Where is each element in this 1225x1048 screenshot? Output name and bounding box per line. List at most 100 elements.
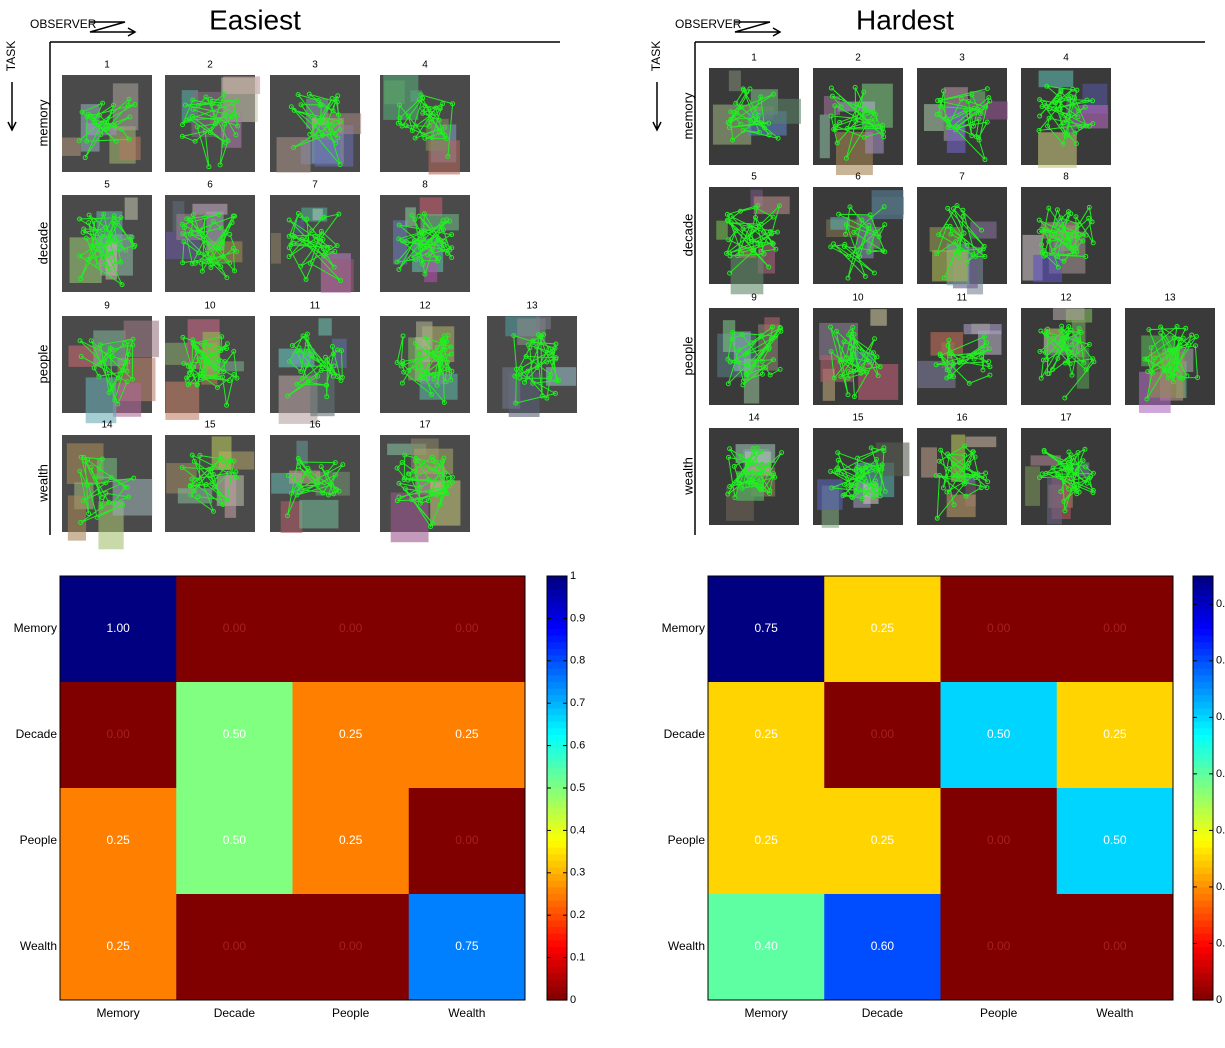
colorbar-segment <box>1193 682 1213 689</box>
colorbar-segment <box>547 649 567 656</box>
observer-number: 3 <box>312 60 318 71</box>
colorbar-segment <box>1193 722 1213 729</box>
colorbar-segment <box>547 821 567 828</box>
colorbar-segment <box>547 894 567 901</box>
observer-number: 11 <box>310 301 321 312</box>
observer-number: 14 <box>748 413 760 424</box>
thumbnail-shape <box>318 318 331 335</box>
cell-label: 0.25 <box>106 939 130 953</box>
x-tick-label: Decade <box>214 1006 256 1020</box>
colorbar-segment <box>1193 967 1213 974</box>
colorbar-segment <box>1193 828 1213 835</box>
observer-number: 13 <box>1164 293 1176 304</box>
colorbar-segment <box>547 907 567 914</box>
colorbar-segment <box>547 967 567 974</box>
colorbar-segment <box>1193 821 1213 828</box>
task-label: TASK <box>4 41 18 71</box>
colorbar-segment <box>1193 616 1213 623</box>
colorbar-segment <box>1193 596 1213 603</box>
thumbnail-shape <box>536 316 551 329</box>
thumbnail <box>1021 308 1111 405</box>
colorbar-tick-label: 1 <box>570 570 576 582</box>
colorbar-segment <box>1193 649 1213 656</box>
observer-number: 17 <box>419 420 431 431</box>
colorbar-segment <box>1193 762 1213 769</box>
colorbar-segment <box>547 675 567 682</box>
colorbar-segment <box>1193 728 1213 735</box>
thumbnail-shape <box>754 196 790 214</box>
cell-label: 0.25 <box>339 727 363 741</box>
colorbar-segment <box>547 768 567 775</box>
observer-arrow <box>90 22 135 36</box>
cell-label: 0.50 <box>987 727 1011 741</box>
colorbar-segment <box>1193 709 1213 716</box>
colorbar-segment <box>1193 960 1213 967</box>
observer-number: 16 <box>309 420 321 431</box>
thumbnail-shape <box>817 479 842 510</box>
thumbnail-shape <box>271 233 281 264</box>
colorbar-segment <box>547 934 567 941</box>
thumbnail-shape <box>322 259 354 291</box>
colorbar-segment <box>1193 748 1213 755</box>
panel-title: Easiest <box>209 4 301 35</box>
colorbar-segment <box>1193 861 1213 868</box>
colorbar-segment <box>1193 848 1213 855</box>
thumbnail-shape <box>178 488 212 503</box>
task-arrow <box>653 82 661 130</box>
thumbnail-shape <box>119 137 140 160</box>
colorbar-segment <box>547 636 567 643</box>
colorbar-segment <box>1193 894 1213 901</box>
colorbar-segment <box>547 622 567 629</box>
colorbar-segment <box>1193 874 1213 881</box>
colorbar-segment <box>547 656 567 663</box>
observer-number: 4 <box>1063 53 1069 64</box>
x-tick-label: Memory <box>96 1006 139 1020</box>
y-tick-label: Wealth <box>668 939 705 953</box>
colorbar-segment <box>547 722 567 729</box>
colorbar-segment <box>1193 629 1213 636</box>
colorbar-segment <box>1193 834 1213 841</box>
thumbnail-shape <box>964 324 1002 334</box>
thumbnail-shape <box>731 254 764 294</box>
cell-label: 0.00 <box>106 727 130 741</box>
cell-label: 0.00 <box>223 939 247 953</box>
colorbar-segment <box>1193 801 1213 808</box>
colorbar-segment <box>1193 589 1213 596</box>
observer-number: 1 <box>104 60 110 71</box>
colorbar-segment <box>547 960 567 967</box>
colorbar-segment <box>547 589 567 596</box>
observer-number: 7 <box>959 172 965 183</box>
task-name: wealth <box>680 457 695 496</box>
cell-label: 0.00 <box>987 939 1011 953</box>
colorbar-segment <box>1193 980 1213 987</box>
colorbar-segment <box>1193 947 1213 954</box>
task-name: memory <box>680 92 695 139</box>
thumbnail-shape <box>1047 478 1062 524</box>
colorbar-segment <box>547 662 567 669</box>
figure: OBSERVEREasiestTASKmemory1234decade5678p… <box>0 0 1225 1048</box>
colorbar-segment <box>547 616 567 623</box>
thumbnail-shape <box>383 75 418 120</box>
colorbar-segment <box>1193 662 1213 669</box>
observer-number: 9 <box>751 293 757 304</box>
colorbar-segment <box>547 854 567 861</box>
colorbar-segment <box>1193 669 1213 676</box>
panel-title: Hardest <box>856 4 954 35</box>
cell-label: 0.00 <box>987 621 1011 635</box>
colorbar-segment <box>1193 781 1213 788</box>
observer-number: 15 <box>852 413 864 424</box>
cell-label: 0.25 <box>1103 727 1127 741</box>
colorbar-segment <box>1193 808 1213 815</box>
colorbar-segment <box>547 709 567 716</box>
page: OBSERVEREasiestTASKmemory1234decade5678p… <box>0 0 1225 1048</box>
thumbnail-shape <box>299 500 338 528</box>
colorbar-tick-label: 0.8 <box>570 655 585 667</box>
x-tick-label: People <box>980 1006 1018 1020</box>
colorbar-tick-label: 0.4 <box>570 824 585 836</box>
observer-number: 10 <box>852 293 864 304</box>
observer-number: 13 <box>526 301 538 312</box>
colorbar-segment <box>1193 868 1213 875</box>
colorbar-tick-label: 0 <box>1216 994 1222 1006</box>
cell-label: 0.75 <box>455 939 479 953</box>
cell-label: 0.75 <box>754 621 778 635</box>
